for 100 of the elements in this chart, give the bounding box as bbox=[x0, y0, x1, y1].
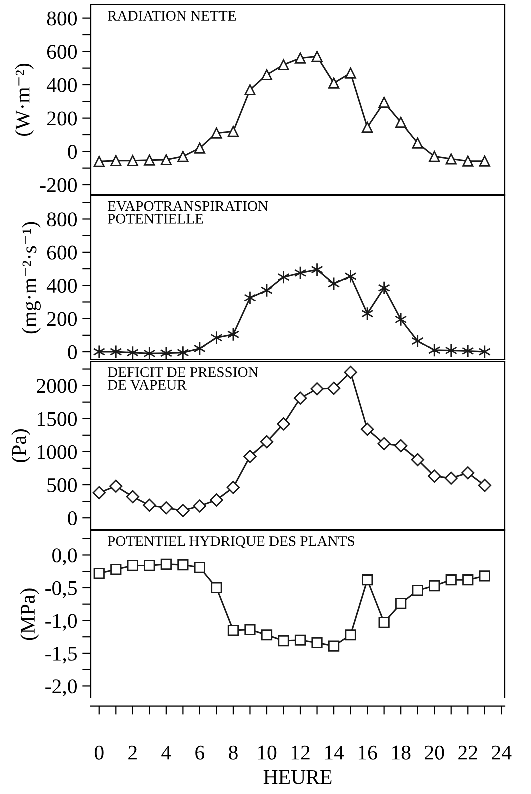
point bbox=[277, 418, 290, 431]
point bbox=[344, 270, 357, 284]
y-axis-title: (MPa) bbox=[20, 588, 40, 640]
point bbox=[446, 574, 457, 586]
point bbox=[462, 574, 474, 586]
point bbox=[92, 486, 106, 500]
y-tick-label: 400 bbox=[46, 78, 78, 92]
x-tick-label: 8 bbox=[229, 746, 238, 760]
y-tick-label: -1,5 bbox=[46, 646, 77, 664]
point bbox=[462, 156, 474, 167]
point bbox=[362, 574, 374, 586]
point bbox=[312, 637, 323, 649]
point bbox=[479, 156, 490, 167]
point bbox=[378, 437, 391, 451]
point bbox=[412, 585, 424, 596]
point bbox=[310, 382, 324, 396]
y-tick-label: 0,0 bbox=[52, 548, 78, 566]
y-tick-label: 1500 bbox=[38, 412, 78, 426]
y-tick-label: -200 bbox=[40, 178, 78, 192]
point bbox=[110, 480, 123, 493]
y-tick-label: 0 bbox=[68, 345, 78, 360]
x-tick-label: 0 bbox=[94, 746, 104, 760]
point bbox=[94, 568, 105, 580]
y-tick-label: 200 bbox=[47, 312, 78, 326]
y-tick-label: 0 bbox=[68, 511, 78, 526]
point bbox=[362, 122, 374, 134]
point bbox=[445, 344, 458, 358]
point bbox=[94, 156, 105, 168]
point bbox=[378, 281, 390, 296]
point bbox=[261, 69, 273, 81]
x-tick-label: 20 bbox=[425, 746, 444, 760]
point bbox=[428, 470, 442, 484]
point bbox=[160, 346, 173, 360]
point bbox=[194, 142, 206, 154]
point bbox=[144, 346, 156, 361]
y-tick-label: 2000 bbox=[37, 379, 78, 394]
x-tick-label: 10 bbox=[258, 746, 277, 760]
text: DEFICIT DE PRESSION DE VAPEUR bbox=[108, 368, 258, 390]
point bbox=[176, 504, 190, 518]
y-tick-label: 1000 bbox=[38, 445, 78, 460]
point bbox=[210, 330, 223, 345]
x-tick-label: 18 bbox=[392, 746, 411, 760]
y-axis-title: (Pa) bbox=[12, 430, 31, 462]
x-tick-label: 24 bbox=[492, 746, 512, 760]
point bbox=[178, 560, 189, 571]
point bbox=[160, 154, 172, 166]
y-tick-label: 400 bbox=[46, 279, 78, 294]
x-tick-label: 16 bbox=[358, 746, 378, 760]
text: EVAPOTRANSPIRATION POTENTIELLE bbox=[108, 201, 268, 224]
point bbox=[345, 68, 356, 79]
y-tick-label: 500 bbox=[48, 478, 78, 492]
point bbox=[244, 624, 256, 636]
point bbox=[412, 334, 424, 348]
point bbox=[278, 59, 290, 71]
point bbox=[160, 502, 174, 515]
point bbox=[127, 155, 138, 166]
point bbox=[378, 617, 390, 628]
point bbox=[412, 138, 424, 149]
x-axis-title: HEURE bbox=[264, 770, 332, 784]
point bbox=[278, 270, 290, 284]
chart-title: POTENTIEL HYDRIQUE DES PLANTS bbox=[108, 536, 354, 548]
point bbox=[429, 580, 440, 592]
point bbox=[178, 151, 189, 162]
point bbox=[228, 126, 240, 138]
x-tick-label: 12 bbox=[292, 746, 310, 760]
point bbox=[396, 598, 407, 610]
point bbox=[462, 344, 474, 358]
point bbox=[478, 479, 492, 492]
point bbox=[261, 630, 273, 641]
x-tick-label: 14 bbox=[325, 746, 344, 760]
point bbox=[328, 640, 340, 652]
point bbox=[211, 128, 222, 139]
point bbox=[428, 343, 441, 358]
point bbox=[328, 78, 340, 89]
point bbox=[345, 630, 356, 641]
point bbox=[446, 154, 457, 165]
point bbox=[126, 346, 140, 360]
point bbox=[479, 570, 490, 582]
point bbox=[110, 345, 122, 359]
point bbox=[177, 346, 190, 360]
point bbox=[228, 624, 240, 636]
point bbox=[126, 490, 140, 504]
point bbox=[211, 582, 222, 594]
y-tick-label: 200 bbox=[47, 112, 78, 126]
y-axis-title: (mg·m⁻²·s⁻¹) bbox=[22, 222, 41, 334]
point bbox=[160, 558, 172, 570]
point bbox=[244, 450, 257, 464]
point bbox=[394, 439, 408, 453]
point bbox=[210, 494, 224, 507]
x-tick-label: 6 bbox=[196, 746, 205, 760]
point bbox=[396, 116, 407, 128]
point bbox=[226, 481, 240, 494]
x-tick-label: 4 bbox=[162, 746, 172, 760]
point bbox=[360, 422, 374, 436]
chart-title: RADIATION NETTE bbox=[108, 11, 236, 21]
point bbox=[244, 84, 256, 96]
y-tick-label: 800 bbox=[47, 12, 78, 26]
point bbox=[429, 151, 440, 162]
point bbox=[244, 291, 256, 306]
point bbox=[193, 500, 207, 513]
